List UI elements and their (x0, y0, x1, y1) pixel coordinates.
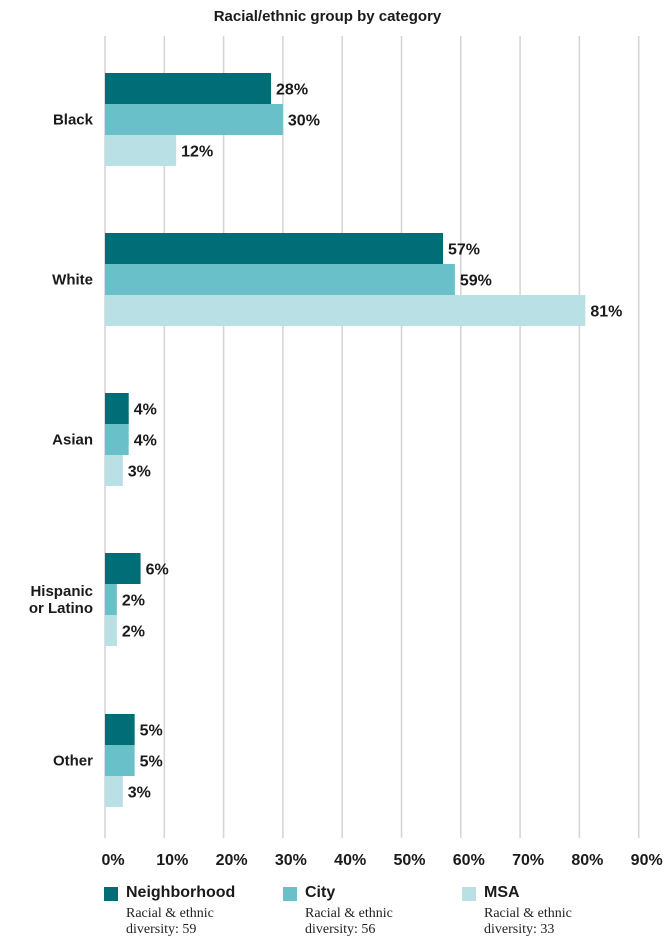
data-label: 57% (448, 242, 480, 259)
x-tick-label: 30% (275, 852, 307, 869)
x-tick-label: 20% (216, 852, 248, 869)
legend-swatch-msa (462, 887, 476, 901)
bar-neighborhood-hispanic-or-latino (105, 553, 141, 584)
data-label: 4% (134, 402, 157, 419)
y-category-label-line: or Latino (29, 600, 93, 617)
data-label: 3% (128, 464, 151, 481)
y-category-label: Other (53, 753, 93, 770)
y-category-label-line: Hispanic (30, 583, 93, 600)
x-tick-label: 90% (631, 852, 663, 869)
legend-label-msa: MSA (484, 884, 520, 901)
bar-msa-asian (105, 455, 123, 486)
bar-msa-hispanic-or-latino (105, 615, 117, 646)
bar-neighborhood-asian (105, 393, 129, 424)
data-label: 2% (122, 593, 145, 610)
x-tick-label: 40% (334, 852, 366, 869)
data-label: 5% (140, 754, 163, 771)
bar-neighborhood-black (105, 73, 272, 104)
chart-title: Racial/ethnic group by category (213, 8, 442, 25)
x-tick-label: 70% (512, 852, 544, 869)
bar-neighborhood-other (105, 714, 135, 745)
legend-swatch-neighborhood (104, 887, 118, 901)
bar-msa-other (105, 776, 123, 807)
bar-city-asian (105, 424, 129, 455)
bar-msa-black (105, 135, 177, 166)
y-category-label: Asian (52, 432, 93, 449)
y-category-label: Black (53, 112, 94, 129)
y-category-label: White (52, 272, 93, 289)
y-category-label-line: Asian (52, 432, 93, 449)
legend-swatch-city (283, 887, 297, 901)
data-label: 28% (276, 82, 308, 99)
x-tick-label: 0% (101, 852, 124, 869)
x-tick-label: 80% (571, 852, 603, 869)
y-category-label-line: Other (53, 753, 93, 770)
legend-note-city: Racial & ethnic diversity: 56 (305, 906, 393, 937)
legend-label-city: City (305, 884, 336, 901)
data-label: 81% (590, 304, 622, 321)
bar-neighborhood-white (105, 233, 444, 264)
data-label: 59% (460, 273, 492, 290)
x-tick-label: 50% (393, 852, 425, 869)
data-label: 2% (122, 624, 145, 641)
bar-city-other (105, 745, 135, 776)
y-category-label: Hispanic or Latino (29, 583, 93, 617)
x-tick-label: 10% (156, 852, 188, 869)
data-label: 3% (128, 785, 151, 802)
data-label: 6% (146, 562, 169, 579)
y-category-label-line: White (52, 272, 93, 289)
legend-note-neighborhood: Racial & ethnic diversity: 59 (126, 906, 214, 937)
data-label: 12% (181, 144, 213, 161)
bar-msa-white (105, 295, 586, 326)
bar-city-black (105, 104, 283, 135)
legend: Neighborhood Racial & ethnic diversity: … (0, 884, 672, 940)
data-label: 30% (288, 113, 320, 130)
data-label: 4% (134, 433, 157, 450)
bar-chart: 0% 10% 20% 30% 40% 50% 60% 70% 80% 90% 28% 30% 12% Bl… (29, 36, 663, 869)
data-label: 5% (140, 723, 163, 740)
bar-city-white (105, 264, 455, 295)
bar-city-hispanic-or-latino (105, 584, 117, 615)
legend-note-msa: Racial & ethnic diversity: 33 (484, 906, 572, 937)
x-tick-label: 60% (453, 852, 485, 869)
legend-label-neighborhood: Neighborhood (126, 884, 236, 901)
y-category-label-line: Black (53, 112, 94, 129)
